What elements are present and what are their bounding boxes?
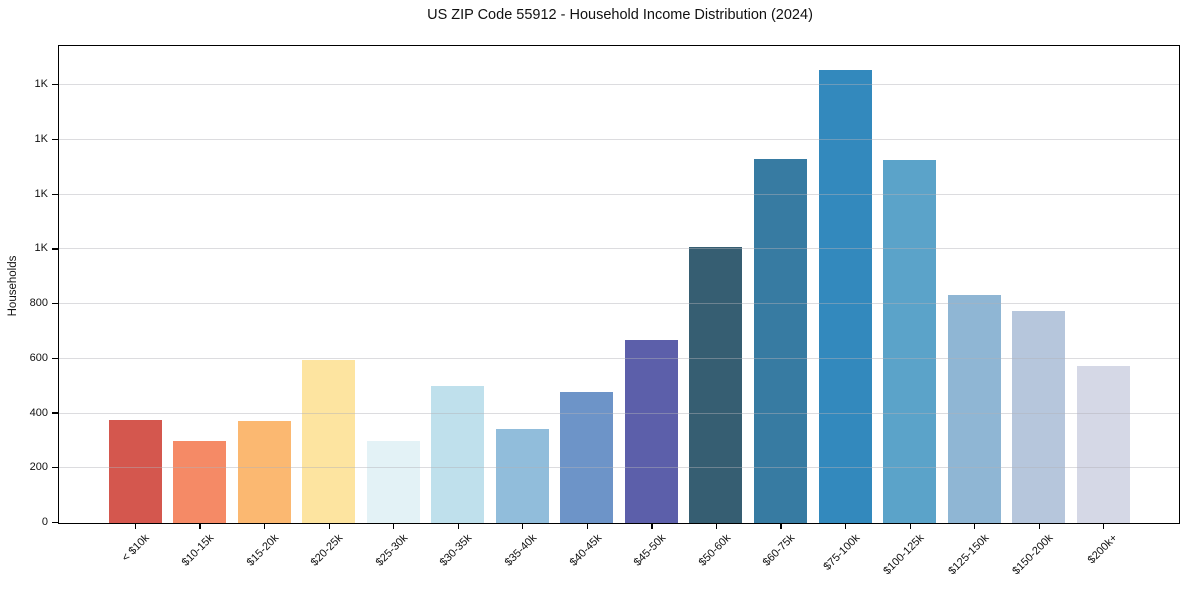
x-tick-label: $20-25k (309, 532, 346, 569)
x-tick-mark (264, 524, 266, 529)
gridline (59, 412, 1179, 414)
y-tick-mark (52, 521, 58, 524)
x-tick-label: $35-40k (502, 532, 540, 569)
x-tick-mark (457, 524, 459, 529)
bar (818, 69, 872, 523)
chart-title: US ZIP Code 55912 - Household Income Dis… (427, 7, 813, 23)
y-tick-label: 1K (34, 133, 48, 145)
x-tick-mark (393, 524, 395, 529)
y-tick-mark (52, 412, 58, 414)
gridline (59, 84, 1179, 86)
gridline (59, 139, 1179, 140)
x-tick-label: $60-75k (760, 532, 798, 569)
bar (754, 158, 807, 523)
x-tick-label: $150-200k (1010, 532, 1056, 578)
bar (560, 392, 614, 523)
x-tick-mark (1038, 524, 1040, 529)
x-tick-mark (780, 524, 782, 529)
bar (173, 440, 227, 523)
bar (108, 419, 162, 523)
gridline (59, 303, 1179, 305)
x-tick-label: $100-125k (881, 532, 927, 578)
bar (302, 359, 356, 523)
y-tick-mark (52, 248, 58, 250)
bar (689, 247, 743, 523)
x-tick-label: $75-100k (821, 532, 863, 573)
x-tick-label: $125-150k (945, 532, 992, 578)
gridline (59, 467, 1179, 469)
y-tick-mark (52, 193, 58, 195)
y-tick-label: 1K (34, 78, 48, 91)
gridline (59, 193, 1179, 195)
y-tick-mark (52, 138, 58, 141)
bar (883, 160, 937, 523)
y-tick-mark (52, 467, 58, 469)
bar (495, 428, 549, 523)
y-tick-label: 400 (29, 406, 48, 419)
x-tick-mark (844, 524, 847, 529)
x-tick-mark (522, 524, 524, 529)
bar (1076, 365, 1130, 523)
bar (366, 441, 420, 523)
x-tick-label: < $10k (119, 532, 152, 565)
x-tick-label: $40-45k (567, 532, 604, 569)
x-tick-mark (1103, 524, 1105, 529)
x-tick-mark (974, 524, 976, 529)
y-tick-label: 200 (29, 461, 48, 474)
x-tick-label: $10-15k (179, 532, 217, 569)
x-tick-label: $200k+ (1086, 532, 1121, 567)
bar (947, 294, 1001, 523)
x-tick-mark (715, 524, 718, 529)
y-tick-mark (52, 84, 58, 86)
x-tick-label: $45-50k (631, 532, 669, 569)
x-tick-label: $25-30k (373, 532, 411, 569)
x-tick-label: $30-35k (438, 532, 475, 569)
y-tick-mark (52, 303, 58, 305)
bar (237, 421, 291, 523)
bar (624, 340, 678, 523)
plot-area (58, 45, 1180, 524)
x-tick-mark (199, 524, 201, 529)
x-tick-label: $50-60k (696, 532, 733, 569)
bar (431, 386, 485, 523)
x-tick-mark (586, 524, 589, 529)
y-tick-label: 1K (34, 242, 48, 255)
y-tick-label: 600 (29, 351, 48, 364)
gridline (59, 357, 1179, 359)
y-tick-label: 0 (41, 516, 48, 528)
gridline (59, 248, 1179, 250)
x-tick-label: $15-20k (244, 532, 282, 569)
y-tick-label: 1K (34, 187, 48, 200)
y-tick-mark (52, 357, 58, 360)
x-tick-mark (134, 524, 137, 529)
y-tick-label: 800 (29, 297, 48, 310)
x-tick-mark (651, 524, 653, 529)
x-tick-mark (328, 524, 330, 529)
x-tick-mark (909, 524, 911, 529)
bar (1012, 311, 1066, 523)
